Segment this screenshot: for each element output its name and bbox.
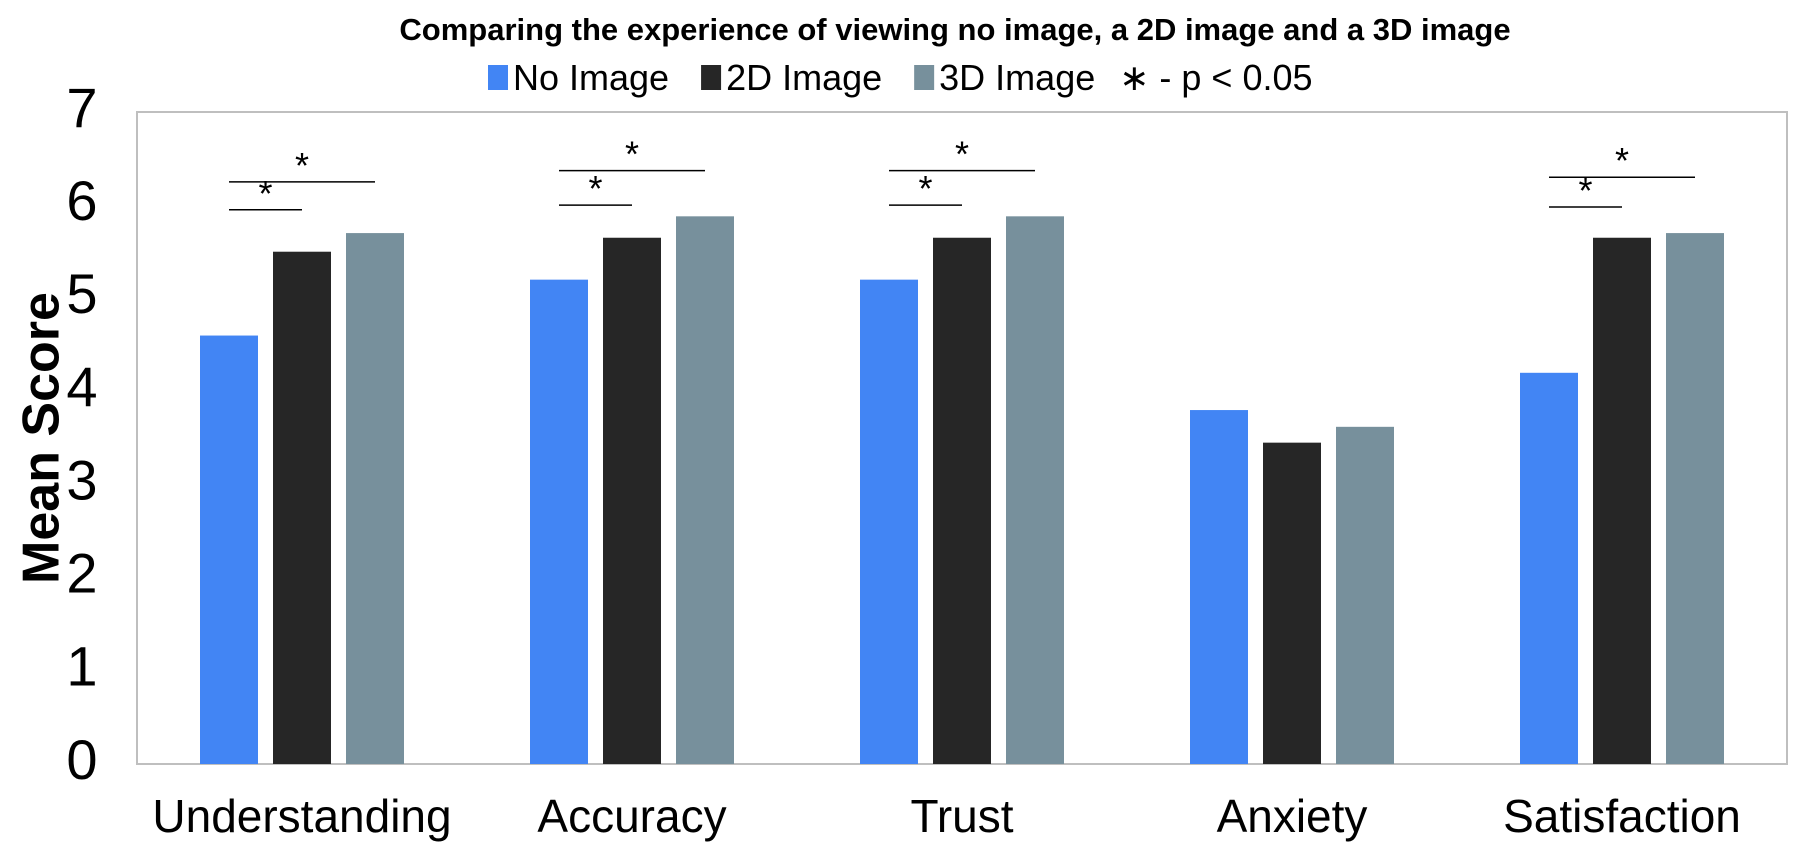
- significance-star: *: [588, 168, 602, 209]
- x-tick-label: Understanding: [152, 790, 451, 842]
- legend: No Image 2D Image 3D Image ∗ - p < 0.05: [488, 57, 1313, 98]
- y-tick-label: 5: [66, 262, 97, 325]
- x-tick-label: Anxiety: [1217, 790, 1368, 842]
- y-tick-label: 0: [66, 728, 97, 791]
- significance-star: *: [258, 173, 272, 214]
- y-axis-label: Mean Score: [13, 292, 71, 584]
- significance-star: *: [1578, 170, 1592, 211]
- legend-label: No Image: [513, 57, 669, 98]
- bar-3d-image: [1006, 216, 1064, 764]
- bar-2d-image: [603, 237, 661, 764]
- significance-markers: * * * * * * * *: [229, 134, 1695, 214]
- legend-label: 3D Image: [939, 57, 1095, 98]
- bar-3d-image: [676, 216, 734, 764]
- bar-no-image: [1520, 372, 1578, 764]
- y-tick-label: 3: [66, 448, 97, 511]
- bar-3d-image: [1666, 233, 1724, 765]
- legend-significance-note: ∗ - p < 0.05: [1119, 57, 1312, 98]
- y-tick-label: 4: [66, 355, 97, 418]
- x-tick-label: Accuracy: [537, 790, 726, 842]
- significance-star: *: [295, 145, 309, 186]
- bar-3d-image: [1336, 426, 1394, 764]
- legend-swatch: [914, 65, 935, 90]
- y-axis: 0 1 2 3 4 5 6 7: [66, 76, 97, 791]
- y-tick-label: 6: [66, 169, 97, 232]
- significance-star: *: [955, 134, 969, 175]
- bar-no-image: [1190, 410, 1248, 764]
- bar-2d-image: [273, 251, 331, 764]
- y-tick-label: 2: [66, 542, 97, 605]
- legend-label: 2D Image: [726, 57, 882, 98]
- bar-no-image: [530, 279, 588, 764]
- chart-title: Comparing the experience of viewing no i…: [399, 12, 1510, 47]
- bar-2d-image: [1593, 237, 1651, 764]
- significance-star: *: [918, 168, 932, 209]
- bar-2d-image: [933, 237, 991, 764]
- x-tick-label: Trust: [910, 790, 1013, 842]
- legend-swatch: [701, 65, 722, 90]
- bar-3d-image: [346, 233, 404, 765]
- legend-swatch: [488, 65, 508, 90]
- bars: [200, 216, 1724, 765]
- bar-no-image: [860, 279, 918, 764]
- x-tick-label: Satisfaction: [1503, 790, 1741, 842]
- x-axis: Understanding Accuracy Trust Anxiety Satisfa…: [152, 790, 1741, 842]
- significance-star: *: [625, 134, 639, 175]
- y-tick-label: 7: [66, 76, 97, 139]
- bar-2d-image: [1263, 442, 1321, 764]
- significance-star: *: [1615, 140, 1629, 181]
- bar-no-image: [200, 335, 258, 764]
- y-tick-label: 1: [66, 635, 97, 698]
